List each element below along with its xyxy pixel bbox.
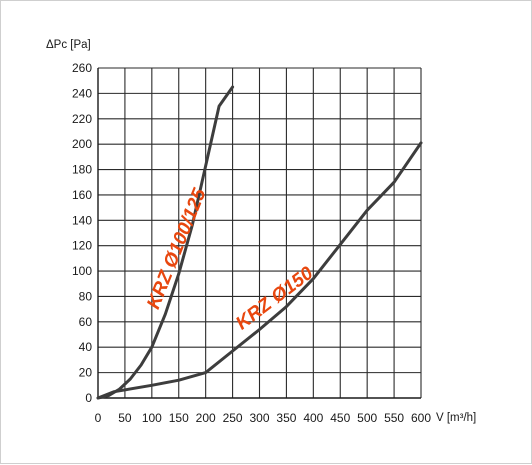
series-label-krz-100-125: KRZ Ø100/125 bbox=[143, 185, 211, 312]
x-tick-label-250: 250 bbox=[223, 411, 243, 425]
y-axis-title: ΔPc [Pa] bbox=[46, 39, 91, 51]
y-tick-label-180: 180 bbox=[72, 163, 92, 177]
x-tick-label-450: 450 bbox=[330, 411, 350, 425]
y-tick-label-220: 220 bbox=[72, 112, 92, 126]
x-tick-label-0: 0 bbox=[95, 411, 102, 425]
y-tick-label-40: 40 bbox=[79, 340, 93, 354]
series-line-1 bbox=[96, 141, 423, 400]
y-tick-label-260: 260 bbox=[72, 61, 92, 75]
x-tick-label-100: 100 bbox=[142, 411, 162, 425]
axes bbox=[97, 68, 421, 399]
y-tick-label-240: 240 bbox=[72, 86, 92, 100]
tick-labels: 0 20 40 60 80 100 120 140 160 180 200 220 240 260 0 50 1… bbox=[72, 61, 431, 425]
y-tick-label-120: 120 bbox=[72, 239, 92, 253]
x-axis-title: V [m³/h] bbox=[436, 412, 476, 424]
y-tick-label-140: 140 bbox=[72, 213, 92, 227]
series bbox=[96, 85, 423, 400]
y-tick-label-160: 160 bbox=[72, 188, 92, 202]
x-tick-label-350: 350 bbox=[276, 411, 296, 425]
y-tick-label-100: 100 bbox=[72, 264, 92, 278]
grid bbox=[98, 67, 422, 398]
x-tick-label-200: 200 bbox=[196, 411, 216, 425]
y-tick-label-80: 80 bbox=[79, 289, 93, 303]
y-tick-label-20: 20 bbox=[79, 366, 93, 380]
x-tick-label-600: 600 bbox=[411, 411, 431, 425]
y-tick-label-200: 200 bbox=[72, 137, 92, 151]
x-tick-label-400: 400 bbox=[303, 411, 323, 425]
x-tick-label-500: 500 bbox=[357, 411, 377, 425]
x-tick-label-300: 300 bbox=[249, 411, 269, 425]
x-tick-label-550: 550 bbox=[384, 411, 404, 425]
y-tick-label-60: 60 bbox=[79, 315, 93, 329]
series-line-0 bbox=[96, 85, 235, 400]
y-tick-label-0: 0 bbox=[85, 391, 92, 405]
x-tick-label-50: 50 bbox=[118, 411, 132, 425]
x-tick-label-150: 150 bbox=[169, 411, 189, 425]
series-label-krz-150: KRZ Ø150 bbox=[232, 263, 318, 335]
